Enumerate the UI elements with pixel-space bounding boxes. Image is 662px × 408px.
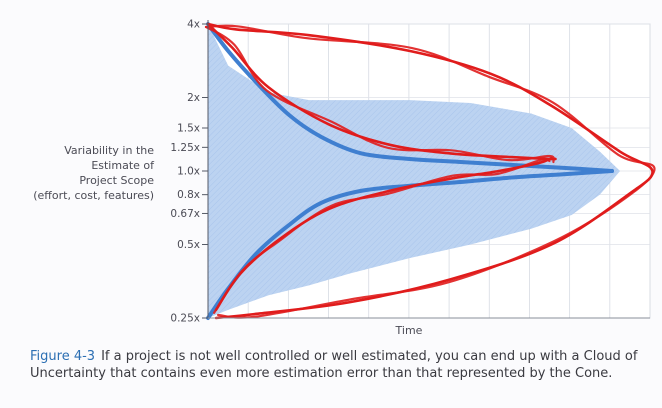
figure-label: Figure 4-3 — [30, 349, 96, 364]
cone-lower-line — [206, 169, 614, 320]
figure-caption: Figure 4-3 If a project is not well contr… — [30, 348, 650, 382]
red-annotation-stroke — [204, 24, 656, 319]
y-tick-label: 0.25x — [170, 313, 200, 325]
y-tick-label: 1.5x — [177, 123, 200, 135]
y-tick-label: 0.5x — [177, 239, 200, 251]
red-annotation-stroke — [212, 157, 551, 314]
y-axis-label-line: (effort, cost, features) — [33, 189, 154, 202]
y-tick-label: 2x — [187, 92, 200, 104]
y-tick-label: 1.25x — [170, 142, 200, 154]
red-annotation-stroke — [204, 25, 556, 164]
x-axis-label: Time — [395, 324, 423, 337]
y-axis-label-line: Estimate of — [91, 159, 154, 172]
caption-text: If a project is not well controlled or w… — [30, 349, 638, 381]
y-axis-label: Variability in the Estimate of Project S… — [18, 143, 154, 203]
y-tick-label: 0.8x — [177, 189, 200, 201]
red-annotation-stroke — [206, 22, 557, 161]
y-tick-label: 1.0x — [177, 166, 200, 178]
y-tick-label: 4x — [187, 19, 200, 31]
cloud-of-uncertainty-area — [208, 24, 621, 318]
y-axis-label-line: Project Scope — [79, 174, 154, 187]
y-tick-label: 0.67x — [170, 208, 200, 220]
y-axis-label-line: Variability in the — [64, 144, 154, 157]
cone-of-uncertainty-chart: 4x 2x 1.5x 1.25x 1.0x 0.8x 0.67x 0.5x 0.25x Time — [170, 19, 656, 337]
